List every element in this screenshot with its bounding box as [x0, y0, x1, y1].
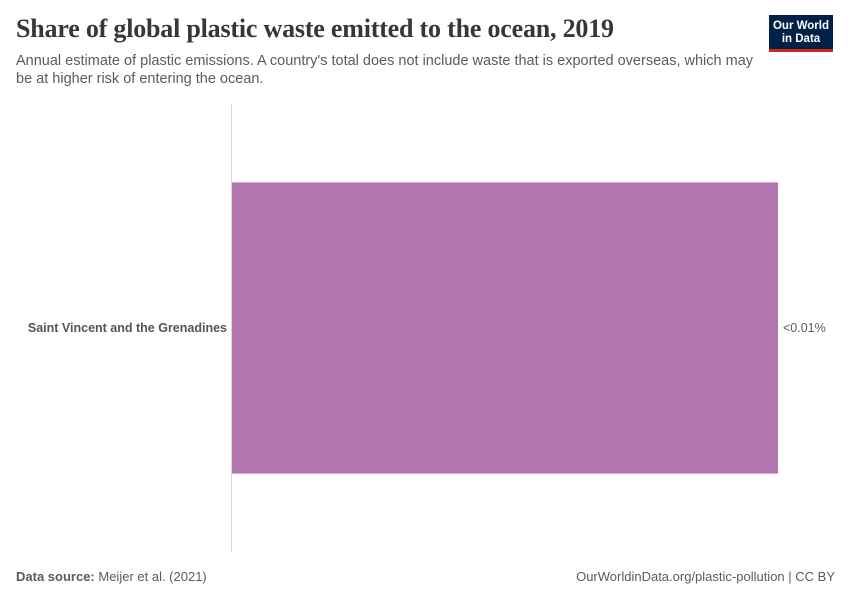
logo-line-1: Our World: [772, 20, 829, 32]
data-source: Data source: Meijer et al. (2021): [16, 569, 207, 584]
bar-0[interactable]: [232, 182, 778, 474]
owid-logo[interactable]: Our World in Data: [769, 15, 833, 52]
data-source-label: Data source:: [16, 569, 95, 584]
bars-layer: Saint Vincent and the Grenadines <0.01%: [28, 182, 826, 474]
url-license[interactable]: OurWorldinData.org/plastic-pollution | C…: [576, 569, 835, 584]
logo-line-2: in Data: [781, 32, 821, 45]
chart-title: Share of global plastic waste emitted to…: [16, 14, 614, 43]
value-label: <0.01%: [783, 321, 826, 335]
data-source-text[interactable]: Meijer et al. (2021): [98, 569, 207, 584]
chart-subtitle: Annual estimate of plastic emissions. A …: [16, 53, 754, 87]
category-label: Saint Vincent and the Grenadines: [28, 321, 227, 335]
